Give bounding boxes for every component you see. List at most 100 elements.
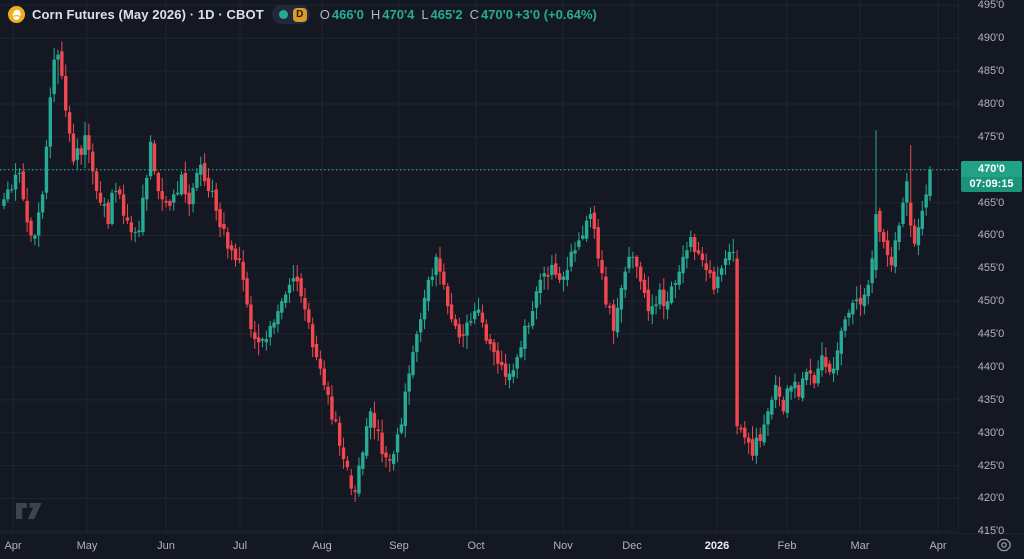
- candle: [893, 240, 897, 267]
- time-scale[interactable]: Apr May Jun Jul Aug Sep Oct Nov Dec 2026 Feb Mar Apr: [0, 533, 1024, 559]
- close-label: C: [469, 7, 479, 22]
- candle: [658, 289, 662, 305]
- candle: [152, 143, 157, 172]
- candle: [395, 434, 400, 453]
- candle: [700, 253, 705, 261]
- price-tick-label: 475'0: [977, 130, 1005, 143]
- candle: [25, 200, 29, 223]
- candle: [411, 352, 415, 376]
- change-value: +3'0 (+0.64%): [514, 7, 597, 22]
- candle: [835, 350, 840, 371]
- price-scale[interactable]: 495'0 490'0 485'0 480'0 475'0 470'0 465'0 460'0…: [958, 0, 1024, 537]
- candle: [391, 454, 396, 464]
- candle: [912, 225, 917, 244]
- symbol-title[interactable]: Corn Futures (May 2026) · 1D · CBOT: [32, 7, 264, 22]
- candle: [102, 204, 107, 206]
- candle: [669, 286, 674, 303]
- time-label: Jun: [157, 540, 175, 552]
- candle: [511, 370, 515, 377]
- candle: [696, 250, 701, 254]
- candle: [573, 250, 577, 254]
- candle: [773, 385, 778, 400]
- candle: [743, 427, 747, 438]
- candle: [608, 306, 612, 308]
- candle: [909, 202, 913, 226]
- candle: [361, 452, 365, 469]
- candle: [337, 422, 342, 446]
- candle: [168, 200, 172, 206]
- candle: [64, 76, 68, 111]
- candle: [268, 325, 272, 338]
- candle: [878, 210, 882, 233]
- interval-letter: D: [292, 7, 307, 22]
- candle: [60, 51, 64, 77]
- price-tick-label: 455'0: [977, 262, 1005, 275]
- candle: [866, 284, 870, 297]
- candle-series: [2, 41, 932, 502]
- candle: [746, 437, 751, 443]
- candle: [94, 171, 99, 192]
- settings-gear-icon[interactable]: [995, 536, 1013, 554]
- candle: [916, 227, 921, 246]
- price-tick-label: 485'0: [977, 65, 1005, 78]
- candle: [2, 199, 6, 206]
- candle: [800, 378, 805, 399]
- candle: [148, 141, 153, 177]
- candle: [380, 432, 384, 455]
- candle: [816, 368, 820, 384]
- candle: [280, 301, 284, 313]
- candle: [592, 212, 597, 229]
- price-tick-label: 480'0: [977, 97, 1005, 110]
- high-label: H: [370, 7, 381, 22]
- candle: [172, 194, 176, 203]
- candle: [187, 192, 191, 205]
- candle: [206, 177, 211, 192]
- candle: [665, 301, 670, 310]
- candle: [384, 452, 388, 458]
- candle: [492, 342, 496, 353]
- candle: [129, 222, 134, 233]
- candle: [438, 258, 442, 272]
- candle: [56, 54, 60, 60]
- open-value: 466'0: [331, 7, 364, 22]
- candle: [33, 235, 37, 239]
- candle: [920, 210, 924, 229]
- candle: [372, 412, 377, 428]
- candle: [67, 112, 72, 134]
- candle: [164, 200, 168, 203]
- time-label: Apr: [929, 540, 947, 552]
- candle: [831, 368, 836, 374]
- candle: [797, 385, 801, 397]
- candle: [793, 381, 797, 389]
- interval-badge[interactable]: D: [271, 5, 310, 24]
- candle: [577, 240, 581, 247]
- candle: [276, 311, 280, 325]
- candle: [222, 223, 226, 229]
- price-tick-label: 445'0: [977, 328, 1005, 341]
- candle: [627, 256, 631, 269]
- candle: [538, 279, 543, 293]
- time-label: Nov: [553, 540, 573, 552]
- candle: [179, 174, 184, 195]
- candle: [357, 465, 361, 494]
- candle: [37, 212, 41, 236]
- low-label: L: [421, 7, 429, 22]
- candle: [870, 258, 874, 284]
- candle: [650, 306, 654, 315]
- candle: [141, 197, 145, 233]
- candle: [704, 263, 708, 270]
- candle: [237, 258, 242, 261]
- candle: [642, 279, 647, 293]
- candle: [87, 135, 91, 150]
- candle: [638, 266, 643, 282]
- candle: [708, 269, 712, 274]
- candle: [604, 276, 608, 305]
- candle: [83, 135, 87, 155]
- candle: [106, 202, 110, 224]
- price-tick-label: 465'0: [977, 196, 1005, 209]
- candle: [29, 220, 33, 236]
- candle: [426, 279, 431, 302]
- candle: [731, 251, 735, 253]
